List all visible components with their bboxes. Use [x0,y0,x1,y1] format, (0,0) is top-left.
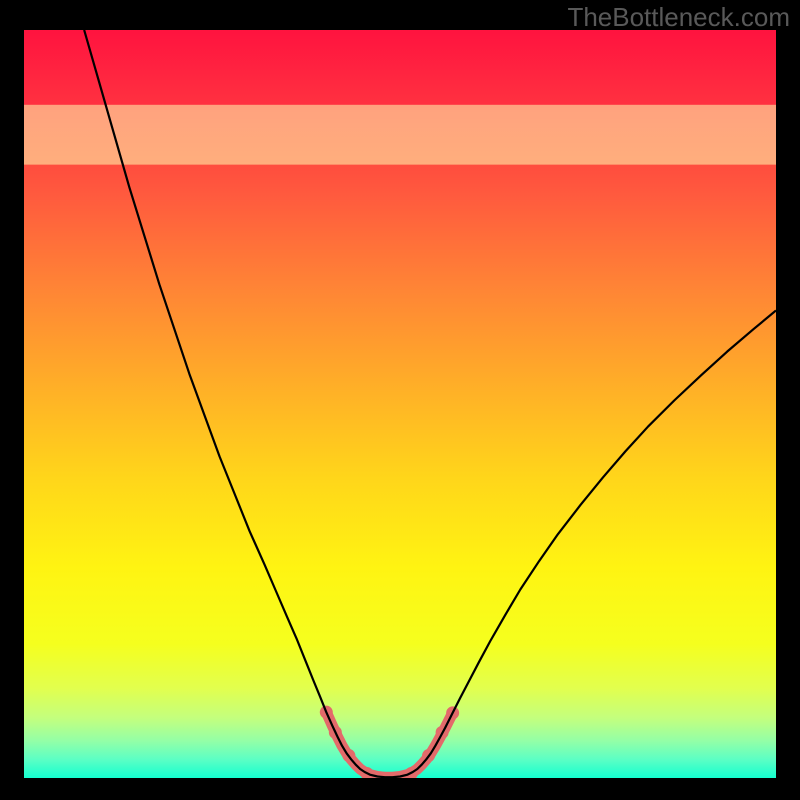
watermark-text: TheBottleneck.com [567,2,790,33]
highlight-band [24,105,776,165]
bottleneck-curve-chart [24,30,776,778]
chart-frame: TheBottleneck.com [0,0,800,800]
plot-area [24,30,776,778]
